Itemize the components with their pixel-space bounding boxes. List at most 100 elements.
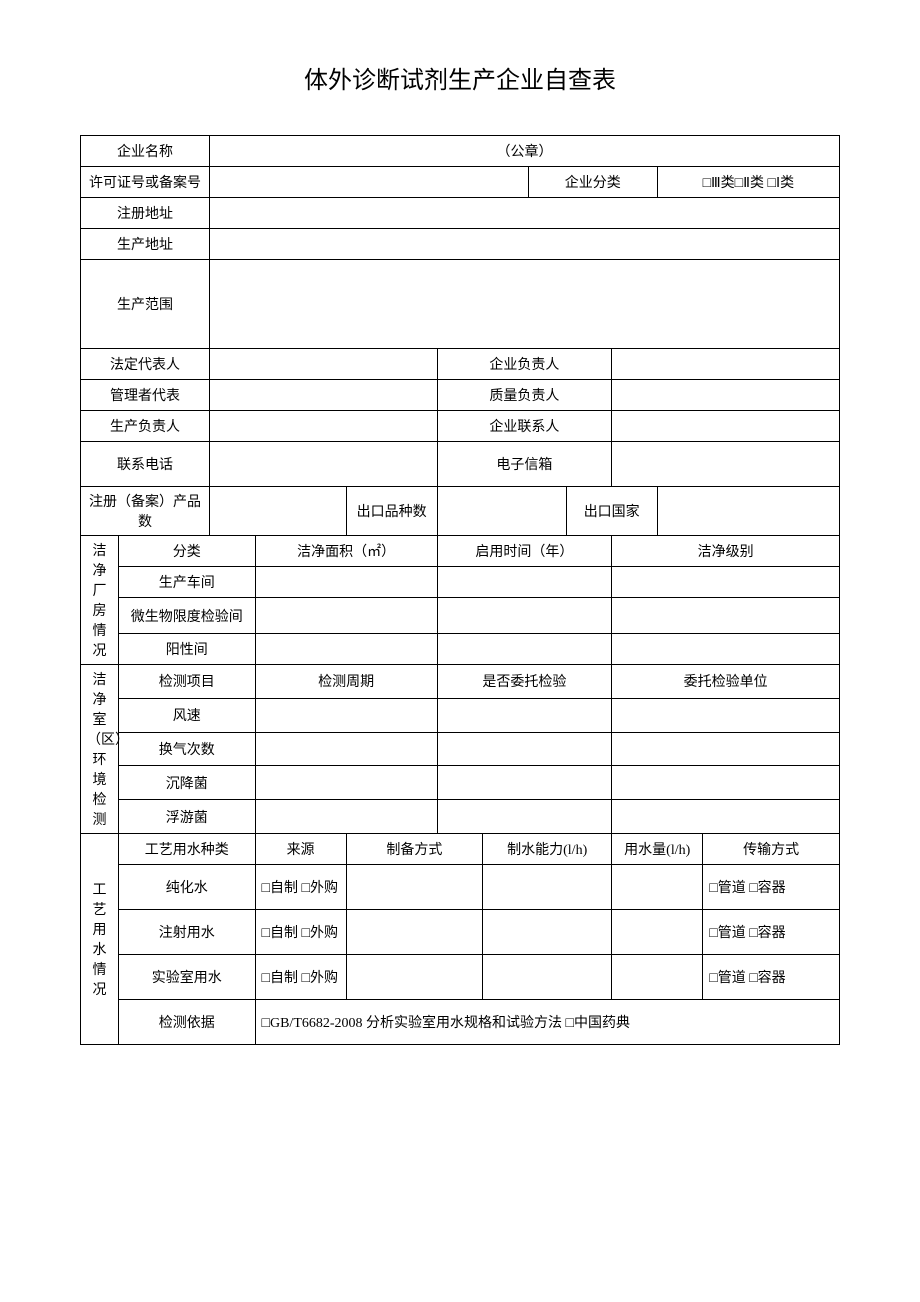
cell-et-settle-entrust (437, 766, 612, 800)
label-reg-address: 注册地址 (81, 198, 210, 229)
cell-et-settle-unit (612, 766, 840, 800)
cell-w-lab-source: □自制 □外购 (255, 955, 346, 1000)
label-cr-workshop: 生产车间 (118, 567, 255, 598)
cell-w-inj-cap (483, 910, 612, 955)
cell-et-settle-cycle (255, 766, 437, 800)
label-email: 电子信箱 (437, 442, 612, 487)
label-cr-class: 分类 (118, 536, 255, 567)
label-cr-area: 洁净面积（㎡） (255, 536, 437, 567)
label-et-wind: 风速 (118, 698, 255, 732)
label-et-item: 检测项目 (118, 665, 255, 699)
label-reg-products: 注册（备案）产品数 (81, 487, 210, 536)
label-cleanroom: 洁净厂房情况 (81, 536, 119, 665)
label-prod-head: 生产负责人 (81, 411, 210, 442)
label-prod-scope: 生产范围 (81, 260, 210, 349)
cell-w-inj-prep (346, 910, 483, 955)
cell-w-inj-trans: □管道 □容器 (703, 910, 840, 955)
label-cr-microbe: 微生物限度检验间 (118, 598, 255, 634)
cell-et-wind-cycle (255, 698, 437, 732)
label-et-settle: 沉降菌 (118, 766, 255, 800)
cell-w-pur-prep (346, 865, 483, 910)
label-company-name: 企业名称 (81, 136, 210, 167)
cell-w-pur-cap (483, 865, 612, 910)
page-title: 体外诊断试剂生产企业自查表 (80, 60, 840, 95)
cell-prod-address (210, 229, 840, 260)
cell-reg-address (210, 198, 840, 229)
cell-company-contact (612, 411, 840, 442)
cell-cr-mb-time (437, 598, 612, 634)
cell-w-pur-usage (612, 865, 703, 910)
label-et-entrust: 是否委托检验 (437, 665, 612, 699)
label-et-unit: 委托检验单位 (612, 665, 840, 699)
cell-cr-mb-area (255, 598, 437, 634)
cell-cr-pos-time (437, 634, 612, 665)
cell-w-lab-usage (612, 955, 703, 1000)
label-w-source: 来源 (255, 834, 346, 865)
label-w-injection: 注射用水 (118, 910, 255, 955)
cell-prod-head (210, 411, 438, 442)
cell-cr-pos-area (255, 634, 437, 665)
cell-export-countries (657, 487, 839, 536)
label-mgmt-rep: 管理者代表 (81, 380, 210, 411)
cell-company-head (612, 349, 840, 380)
label-w-lab: 实验室用水 (118, 955, 255, 1000)
cell-cr-pos-level (612, 634, 840, 665)
cell-w-lab-trans: □管道 □容器 (703, 955, 840, 1000)
label-w-basis: 检测依据 (118, 1000, 255, 1045)
label-w-purified: 纯化水 (118, 865, 255, 910)
label-et-float: 浮游菌 (118, 800, 255, 834)
cell-et-float-entrust (437, 800, 612, 834)
cell-cr-ws-level (612, 567, 840, 598)
cell-phone (210, 442, 438, 487)
cell-w-pur-source: □自制 □外购 (255, 865, 346, 910)
cell-et-float-unit (612, 800, 840, 834)
cell-export-varieties (437, 487, 566, 536)
cell-w-lab-prep (346, 955, 483, 1000)
cell-w-inj-source: □自制 □外购 (255, 910, 346, 955)
cell-et-air-cycle (255, 732, 437, 766)
label-et-air: 换气次数 (118, 732, 255, 766)
cell-cr-ws-area (255, 567, 437, 598)
label-phone: 联系电话 (81, 442, 210, 487)
cell-w-pur-trans: □管道 □容器 (703, 865, 840, 910)
cell-et-air-entrust (437, 732, 612, 766)
cell-legal-rep (210, 349, 438, 380)
label-prod-address: 生产地址 (81, 229, 210, 260)
cell-license-value (210, 167, 529, 198)
cell-class-options: □Ⅲ类□Ⅱ类 □Ⅰ类 (657, 167, 839, 198)
cell-cr-mb-level (612, 598, 840, 634)
label-license: 许可证号或备案号 (81, 167, 210, 198)
cell-et-float-cycle (255, 800, 437, 834)
label-w-type: 工艺用水种类 (118, 834, 255, 865)
cell-et-air-unit (612, 732, 840, 766)
cell-w-basis-text: □GB/T6682-2008 分析实验室用水规格和试验方法 □中国药典 (255, 1000, 839, 1045)
label-et-cycle: 检测周期 (255, 665, 437, 699)
label-company-class: 企业分类 (528, 167, 657, 198)
cell-et-wind-entrust (437, 698, 612, 732)
cell-reg-products (210, 487, 347, 536)
cell-w-inj-usage (612, 910, 703, 955)
label-cr-positive: 阳性间 (118, 634, 255, 665)
label-cr-level: 洁净级别 (612, 536, 840, 567)
label-export-countries: 出口国家 (566, 487, 657, 536)
label-w-capacity: 制水能力(l/h) (483, 834, 612, 865)
label-company-head: 企业负责人 (437, 349, 612, 380)
label-company-contact: 企业联系人 (437, 411, 612, 442)
label-w-transport: 传输方式 (703, 834, 840, 865)
cell-seal: （公章） (210, 136, 840, 167)
label-w-prep: 制备方式 (346, 834, 483, 865)
label-cr-time: 启用时间（年） (437, 536, 612, 567)
cell-cr-ws-time (437, 567, 612, 598)
cell-email (612, 442, 840, 487)
label-water: 工艺用水情况 (81, 834, 119, 1045)
cell-quality-head (612, 380, 840, 411)
cell-w-lab-cap (483, 955, 612, 1000)
label-quality-head: 质量负责人 (437, 380, 612, 411)
label-env-test: 洁净室（区）环境检测 (81, 665, 119, 834)
label-export-varieties: 出口品种数 (346, 487, 437, 536)
cell-et-wind-unit (612, 698, 840, 732)
label-w-usage: 用水量(l/h) (612, 834, 703, 865)
label-legal-rep: 法定代表人 (81, 349, 210, 380)
cell-prod-scope (210, 260, 840, 349)
self-inspection-table: 企业名称 （公章） 许可证号或备案号 企业分类 □Ⅲ类□Ⅱ类 □Ⅰ类 注册地址 … (80, 135, 840, 1045)
